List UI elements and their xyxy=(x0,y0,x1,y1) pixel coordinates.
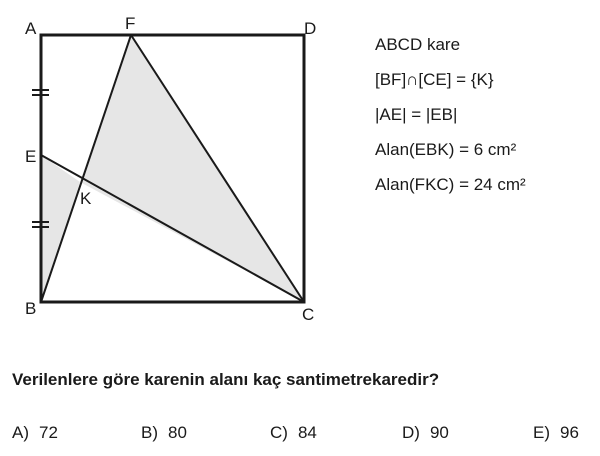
option-e-letter: E) xyxy=(533,423,550,442)
given-area-fkc: Alan(FKC) = 24 cm² xyxy=(375,175,526,194)
given-square: ABCD kare xyxy=(375,35,461,54)
point-label-f: F xyxy=(125,14,135,33)
option-a[interactable]: A) 72 xyxy=(12,423,58,443)
point-label-a: A xyxy=(25,19,37,38)
point-label-k: K xyxy=(80,189,92,208)
segment-bf xyxy=(40,34,132,303)
option-b-value: 80 xyxy=(168,423,187,442)
given-intersection: [BF]∩[CE] = {K} xyxy=(375,70,494,89)
given-area-ebk: Alan(EBK) = 6 cm² xyxy=(375,140,517,159)
segment-ec xyxy=(40,154,305,303)
option-e-value: 96 xyxy=(560,423,579,442)
square-abcd xyxy=(39,33,306,304)
option-b[interactable]: B) 80 xyxy=(141,423,187,443)
given-conditions: ABCD kare [BF]∩[CE] = {K} |AE| = |EB| Al… xyxy=(375,36,526,211)
point-label-d: D xyxy=(304,19,316,38)
point-label-b: B xyxy=(25,299,36,318)
option-b-letter: B) xyxy=(141,423,158,442)
segment-fc xyxy=(130,34,305,303)
option-e[interactable]: E) 96 xyxy=(533,423,579,443)
option-c-letter: C) xyxy=(270,423,288,442)
option-a-value: 72 xyxy=(39,423,58,442)
option-d-value: 90 xyxy=(429,423,449,442)
geometry-figure: A F D E K B C xyxy=(25,14,316,324)
point-label-c: C xyxy=(302,305,314,324)
tick-mark-ae xyxy=(32,89,49,96)
option-d-letter: D) xyxy=(402,423,420,442)
triangle-fkc-shaded xyxy=(80,35,304,302)
option-c[interactable]: C) 84 xyxy=(270,423,317,443)
question-text: Verilenlere göre karenin alanı kaç santi… xyxy=(12,370,440,389)
triangle-ebk-shaded xyxy=(41,155,80,302)
option-a-letter: A) xyxy=(12,423,29,442)
tick-mark-eb xyxy=(32,221,49,228)
point-label-e: E xyxy=(25,147,36,166)
given-equal-segments: |AE| = |EB| xyxy=(375,105,458,124)
option-d[interactable]: D) 90 xyxy=(402,423,449,443)
option-c-value: 84 xyxy=(297,423,317,442)
